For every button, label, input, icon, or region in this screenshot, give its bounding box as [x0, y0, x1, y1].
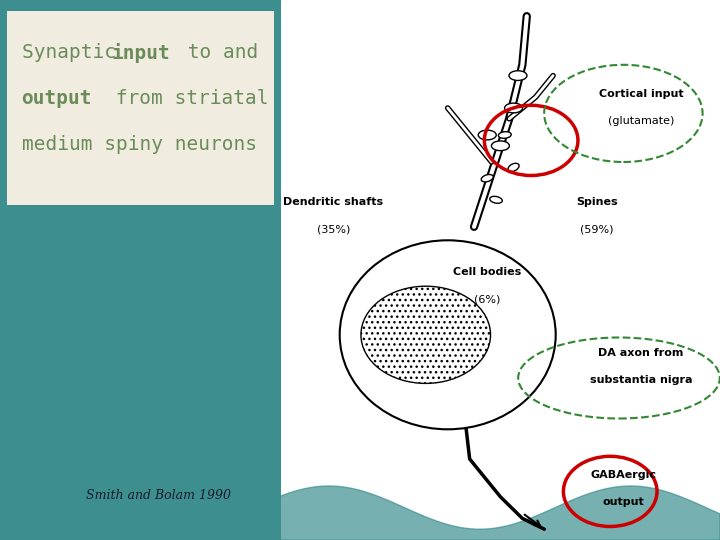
Text: from striatal: from striatal	[104, 89, 269, 108]
Text: Cortical input: Cortical input	[598, 89, 683, 99]
Text: Cell bodies: Cell bodies	[453, 267, 521, 278]
Text: (6%): (6%)	[474, 294, 500, 305]
Circle shape	[361, 286, 490, 383]
Text: to and: to and	[176, 43, 258, 62]
Text: Spines: Spines	[576, 197, 618, 207]
Text: Dendritic shafts: Dendritic shafts	[284, 197, 384, 207]
Ellipse shape	[481, 174, 493, 182]
Ellipse shape	[509, 71, 527, 80]
Text: output: output	[603, 497, 644, 507]
Ellipse shape	[498, 132, 511, 138]
Text: (35%): (35%)	[317, 224, 350, 234]
Text: medium spiny neurons: medium spiny neurons	[22, 135, 256, 154]
Ellipse shape	[508, 163, 519, 172]
FancyBboxPatch shape	[281, 0, 720, 540]
Ellipse shape	[340, 240, 556, 429]
Ellipse shape	[505, 103, 523, 113]
Ellipse shape	[478, 130, 496, 140]
Text: Synaptic: Synaptic	[22, 43, 127, 62]
Text: input: input	[112, 43, 171, 63]
Text: substantia nigra: substantia nigra	[590, 375, 692, 386]
Text: output: output	[22, 89, 92, 108]
Text: Smith and Bolam 1990: Smith and Bolam 1990	[86, 489, 231, 502]
Text: DA axon from: DA axon from	[598, 348, 683, 359]
Ellipse shape	[490, 197, 503, 203]
Text: (glutamate): (glutamate)	[608, 116, 674, 126]
FancyBboxPatch shape	[7, 11, 274, 205]
Ellipse shape	[492, 141, 510, 151]
Text: GABAergic: GABAergic	[590, 470, 657, 480]
Text: (59%): (59%)	[580, 224, 613, 234]
